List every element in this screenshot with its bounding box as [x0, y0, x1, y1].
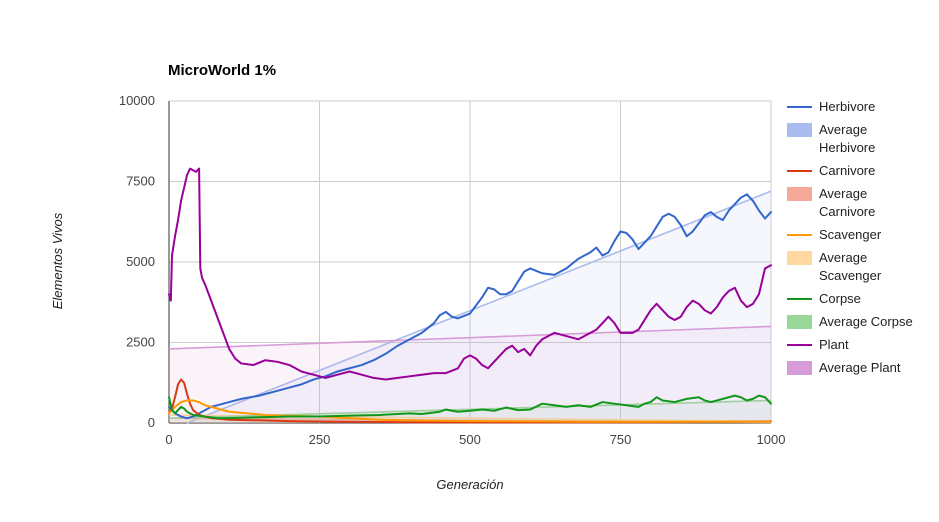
series-line-herbivore: [168, 193, 772, 420]
legend-item-average-carnivore[interactable]: Average Carnivore: [787, 186, 875, 219]
legend-item-average-scavenger[interactable]: Average Scavenger: [787, 250, 882, 283]
average-line-average-herbivore: [186, 190, 772, 424]
legend-label: Average Plant: [819, 360, 901, 375]
legend-swatch: [787, 187, 812, 201]
legend-swatch: [787, 251, 812, 265]
legend-label: Carnivore: [819, 204, 875, 219]
legend-label: Plant: [819, 337, 849, 352]
series-line-plant: [168, 167, 772, 381]
legend-label: Herbivore: [819, 99, 875, 114]
y-tick-label: 10000: [119, 93, 155, 108]
x-axis-title: Generación: [436, 477, 503, 492]
series-line-corpse: [168, 394, 772, 420]
y-tick-label: 2500: [126, 335, 155, 350]
legend-item-carnivore[interactable]: Carnivore: [787, 163, 875, 178]
legend-item-average-corpse[interactable]: Average Corpse: [787, 314, 913, 329]
y-tick-label: 7500: [126, 174, 155, 189]
average-line-average-plant: [168, 325, 772, 350]
y-tick-label: 5000: [126, 254, 155, 269]
x-tick-label: 250: [309, 432, 331, 447]
legend-swatch: [787, 123, 812, 137]
legend[interactable]: HerbivoreAverageHerbivoreCarnivoreAverag…: [787, 99, 913, 375]
x-tick-label: 0: [165, 432, 172, 447]
series-lines: [168, 167, 772, 424]
legend-label: Average: [819, 122, 867, 137]
legend-label: Average: [819, 250, 867, 265]
legend-label: Carnivore: [819, 163, 875, 178]
legend-swatch: [787, 361, 812, 375]
legend-label: Average Corpse: [819, 314, 913, 329]
axes: 0 2500 5000 7500 10000 0 250 500 750 1000: [119, 93, 786, 447]
legend-label: Scavenger: [819, 227, 882, 242]
y-tick-label: 0: [148, 415, 155, 430]
chart-title: MicroWorld 1%: [168, 62, 276, 79]
legend-label: Corpse: [819, 291, 861, 306]
series-line-scavenger: [168, 399, 772, 423]
legend-item-herbivore[interactable]: Herbivore: [787, 99, 875, 114]
legend-item-corpse[interactable]: Corpse: [787, 291, 861, 306]
legend-item-average-herbivore[interactable]: Average Herbivore: [787, 122, 875, 155]
legend-swatch: [787, 315, 812, 329]
x-tick-label: 750: [610, 432, 632, 447]
legend-label: Herbivore: [819, 140, 875, 155]
legend-item-average-plant[interactable]: Average Plant: [787, 360, 901, 375]
x-tick-label: 500: [459, 432, 481, 447]
legend-item-scavenger[interactable]: Scavenger: [787, 227, 882, 242]
x-tick-label: 1000: [757, 432, 786, 447]
legend-label: Average: [819, 186, 867, 201]
legend-label: Scavenger: [819, 268, 882, 283]
gridlines: [168, 100, 772, 424]
average-area-average-plant: [169, 326, 771, 423]
legend-item-plant[interactable]: Plant: [787, 337, 849, 352]
y-axis-title: Elementos Vivos: [50, 212, 65, 309]
